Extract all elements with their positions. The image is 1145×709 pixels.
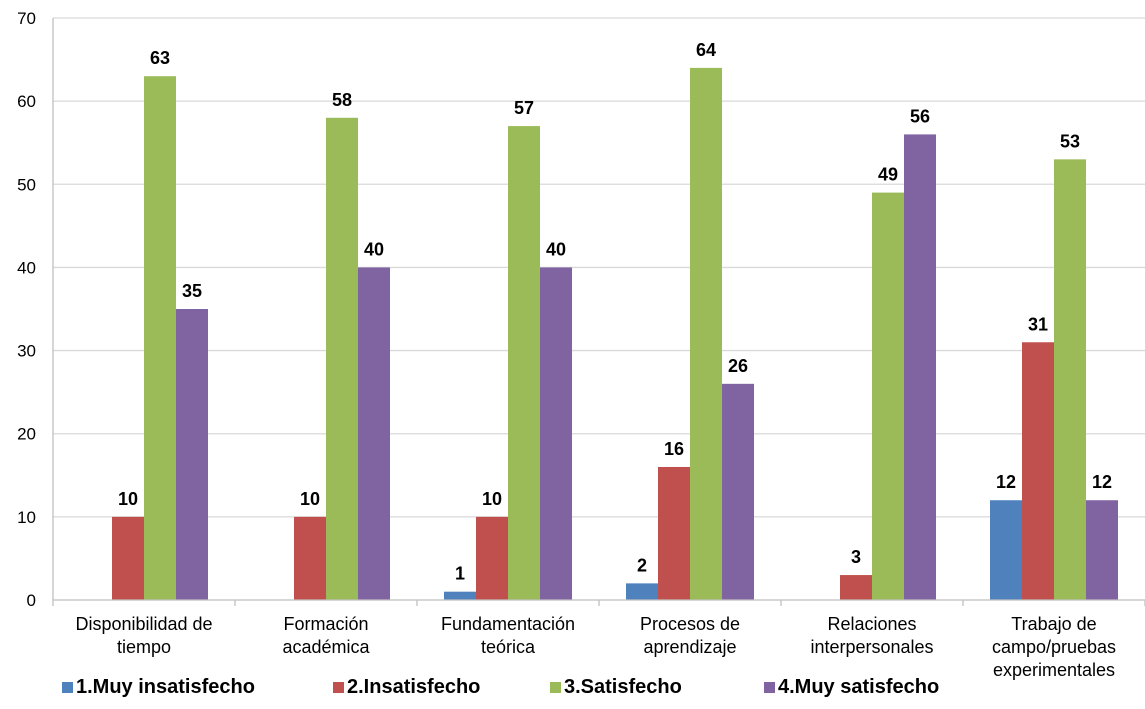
bar bbox=[1054, 159, 1086, 601]
data-label: 12 bbox=[1092, 472, 1112, 492]
bar bbox=[1086, 500, 1118, 600]
bar bbox=[476, 516, 508, 600]
bar bbox=[990, 500, 1022, 600]
bar bbox=[540, 267, 572, 600]
legend-swatch bbox=[550, 682, 561, 693]
bar bbox=[840, 575, 872, 600]
data-label: 53 bbox=[1060, 131, 1080, 151]
category-label: teórica bbox=[481, 637, 536, 657]
data-label: 10 bbox=[482, 489, 502, 509]
bars bbox=[112, 67, 1118, 601]
category-label: interpersonales bbox=[810, 637, 933, 657]
category-label: Trabajo de bbox=[1011, 614, 1096, 634]
legend-label: 1.Muy insatisfecho bbox=[76, 676, 255, 698]
category-label: Relaciones bbox=[827, 614, 916, 634]
legend-swatch bbox=[333, 682, 344, 693]
category-label: Formación bbox=[283, 614, 368, 634]
data-label: 57 bbox=[514, 98, 534, 118]
data-label: 63 bbox=[150, 48, 170, 68]
legend-label: 2.Insatisfecho bbox=[347, 676, 480, 698]
bar bbox=[294, 516, 326, 600]
data-label: 35 bbox=[182, 281, 202, 301]
category-label: Disponibilidad de bbox=[75, 614, 212, 634]
y-tick-label: 30 bbox=[17, 342, 36, 361]
bar bbox=[626, 583, 658, 600]
y-tick-label: 20 bbox=[17, 425, 36, 444]
bar bbox=[722, 383, 754, 600]
x-axis bbox=[52, 18, 1145, 606]
data-label: 58 bbox=[332, 90, 352, 110]
category-label: Procesos de bbox=[640, 614, 740, 634]
bar bbox=[1022, 342, 1054, 600]
data-label: 40 bbox=[546, 239, 566, 259]
data-label: 31 bbox=[1028, 314, 1048, 334]
category-label: campo/pruebas bbox=[992, 637, 1116, 657]
y-axis-ticks: 0 10 20 30 40 50 60 70 bbox=[17, 9, 36, 610]
bar bbox=[658, 466, 690, 600]
bar bbox=[904, 134, 936, 600]
data-label: 49 bbox=[878, 165, 898, 185]
data-label: 16 bbox=[664, 439, 684, 459]
category-label: Fundamentación bbox=[441, 614, 575, 634]
bar bbox=[508, 126, 540, 600]
category-label: académica bbox=[282, 637, 370, 657]
y-tick-label: 10 bbox=[17, 508, 36, 527]
y-tick-label: 40 bbox=[17, 258, 36, 277]
data-label: 26 bbox=[728, 356, 748, 376]
data-label: 1 bbox=[455, 564, 465, 584]
bar bbox=[690, 67, 722, 600]
gridlines bbox=[53, 17, 1145, 518]
data-label: 64 bbox=[696, 40, 716, 60]
bar bbox=[444, 591, 476, 600]
data-label: 10 bbox=[300, 489, 320, 509]
y-tick-label: 0 bbox=[27, 591, 36, 610]
bar bbox=[872, 192, 904, 600]
legend-swatch bbox=[62, 682, 73, 693]
data-label: 56 bbox=[910, 106, 930, 126]
data-label: 3 bbox=[851, 547, 861, 567]
category-labels: Disponibilidad de tiempo Formación académic… bbox=[75, 614, 1116, 680]
bar bbox=[326, 117, 358, 601]
legend-label: 3.Satisfecho bbox=[564, 676, 682, 698]
legend-label: 4.Muy satisfecho bbox=[778, 676, 939, 698]
bar bbox=[112, 516, 144, 600]
data-label: 2 bbox=[637, 555, 647, 575]
bar bbox=[144, 76, 176, 600]
category-label: experimentales bbox=[993, 660, 1115, 680]
legend: 1.Muy insatisfecho 2.Insatisfecho 3.Satisf… bbox=[62, 676, 939, 698]
category-label: aprendizaje bbox=[643, 637, 736, 657]
y-tick-label: 70 bbox=[17, 9, 36, 28]
bar bbox=[358, 267, 390, 600]
data-label: 40 bbox=[364, 239, 384, 259]
data-label: 10 bbox=[118, 489, 138, 509]
y-tick-label: 50 bbox=[17, 175, 36, 194]
y-tick-label: 60 bbox=[17, 92, 36, 111]
category-label: tiempo bbox=[117, 637, 171, 657]
bar bbox=[176, 309, 208, 600]
legend-swatch bbox=[764, 682, 775, 693]
data-label: 12 bbox=[996, 472, 1016, 492]
